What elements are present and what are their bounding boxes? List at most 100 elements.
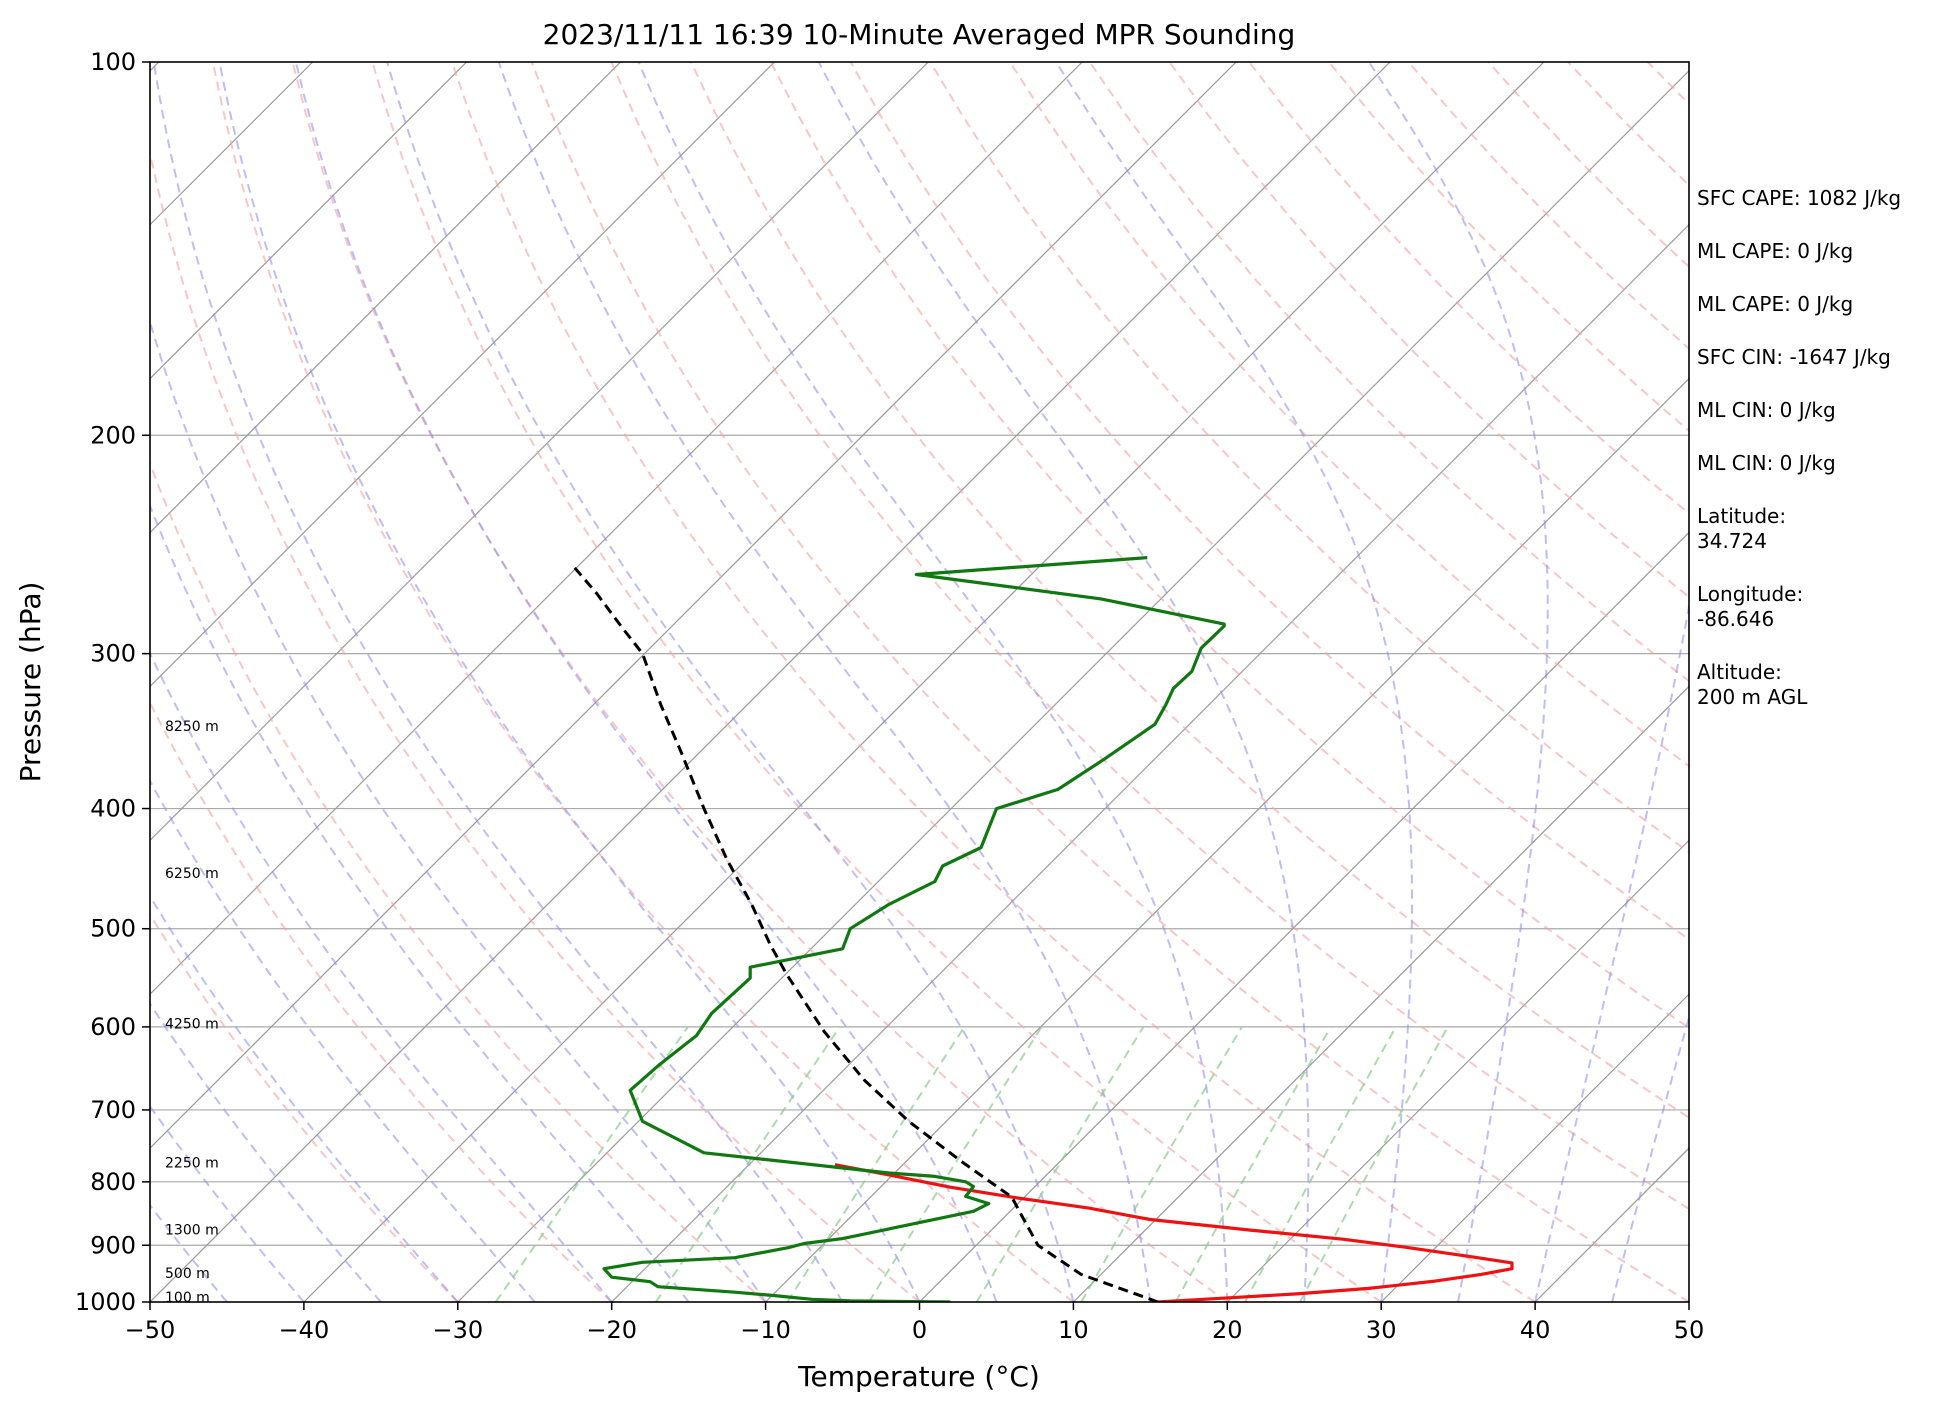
isotherm-line	[0, 62, 5, 1302]
isotherm-line	[611, 223, 1689, 1302]
dry-adiabat-line	[1088, 62, 1689, 683]
isotherm-line	[303, 62, 1545, 1302]
moist-adiabat-line	[1534, 601, 1689, 1302]
height-label: 6250 m	[165, 866, 219, 882]
height-label: 8250 m	[165, 719, 219, 735]
sounding-stats-panel: SFC CAPE: 1082 J/kg ML CAPE: 0 J/kg ML C…	[1697, 186, 1933, 738]
isotherm-line	[150, 62, 775, 688]
moist-adiabat-line	[386, 62, 1075, 1302]
isotherm-line	[150, 62, 621, 534]
y-tick-label: 300	[90, 640, 136, 668]
isotherm-line	[150, 62, 1083, 996]
moist-adiabat-line	[150, 318, 767, 1302]
dry-adiabat-line	[150, 700, 613, 1302]
x-axis-ticks: −50 −40 −30 −20 −10 0 10 20 30 40 50	[125, 1302, 1705, 1344]
isotherm-line	[1072, 685, 1689, 1302]
mixing-ratio-line	[494, 1026, 689, 1302]
x-tick-label: −30	[432, 1316, 483, 1344]
moist-adiabat-line	[150, 503, 690, 1302]
y-tick-label: 200	[90, 421, 136, 449]
moist-adiabat-line	[152, 62, 844, 1302]
height-label: 500 m	[165, 1266, 210, 1282]
moist-adiabat-line	[817, 62, 1310, 1302]
mixing-ratio-line	[868, 1026, 1043, 1302]
moist-adiabat-line	[637, 62, 1229, 1302]
moist-adiabat-line	[1611, 1014, 1689, 1302]
y-axis-label: Pressure (hPa)	[14, 582, 47, 783]
dry-adiabat-line	[150, 912, 459, 1302]
moist-adiabat-line	[497, 62, 1152, 1302]
isotherm-line	[919, 531, 1689, 1302]
mixing-ratio-line	[975, 1026, 1145, 1302]
dry-adiabat-line	[530, 62, 1689, 1302]
moist-adiabat-line	[150, 1203, 228, 1302]
x-tick-label: 30	[1366, 1316, 1397, 1344]
height-label: 100 m	[165, 1290, 210, 1306]
moist-adiabat-line	[218, 62, 921, 1302]
y-tick-label: 900	[90, 1231, 136, 1259]
x-tick-label: −40	[279, 1316, 330, 1344]
dry-adiabat-line	[150, 460, 767, 1302]
x-tick-label: 20	[1212, 1316, 1243, 1344]
plot-frame	[149, 61, 1690, 1303]
temperature-line	[834, 1163, 1514, 1302]
y-tick-label: 700	[90, 1096, 136, 1124]
dry-adiabat-line	[150, 148, 921, 1302]
mixing-ratio-line	[1080, 1026, 1243, 1302]
mixing-ratio-line	[1244, 1026, 1397, 1302]
x-axis-label: Temperature (°C)	[797, 1360, 1040, 1393]
mixing-ratio-line	[655, 1026, 841, 1302]
dry-adiabat-line	[690, 62, 1689, 1119]
dry-adiabat-line	[371, 62, 1382, 1302]
stat-ml-cape: ML CAPE: 0 J/kg	[1697, 239, 1854, 263]
y-axis-ticks: 100 200 300 400 500 600 700 800 900 1000	[75, 48, 150, 1316]
y-tick-label: 800	[90, 1168, 136, 1196]
dry-adiabat-line	[1009, 62, 1689, 768]
x-tick-label: −50	[125, 1316, 176, 1344]
moist-adiabat-line	[150, 1002, 382, 1302]
y-tick-label: 400	[90, 795, 136, 823]
parcel-line	[572, 565, 1159, 1302]
stat-ml-cin-2: ML CIN: 0 J/kg	[1697, 451, 1836, 475]
stat-longitude: Longitude: -86.646	[1697, 582, 1804, 631]
isotherm-line	[150, 62, 468, 380]
stat-latitude: Latitude: 34.724	[1697, 504, 1787, 553]
isotherm-line	[1380, 993, 1689, 1302]
x-tick-label: 50	[1674, 1316, 1705, 1344]
isotherm-line	[765, 377, 1689, 1302]
height-labels: 8250 m 6250 m 4250 m 2250 m 1300 m 500 m 100 m	[165, 719, 219, 1306]
x-tick-label: −10	[740, 1316, 791, 1344]
isotherm-line	[150, 62, 1391, 1302]
dry-adiabat-line	[769, 62, 1689, 1029]
dry-adiabat-line	[610, 62, 1689, 1211]
isotherm-line	[1226, 839, 1689, 1302]
dewpoint-line	[602, 556, 1226, 1302]
stat-sfc-cape: SFC CAPE: 1082 J/kg	[1697, 186, 1902, 210]
x-tick-label: −20	[586, 1316, 637, 1344]
moist-adiabat-line	[1368, 62, 1549, 1302]
x-tick-label: 40	[1520, 1316, 1551, 1344]
isotherm-line	[150, 62, 1237, 1149]
dry-adiabat-line	[1168, 62, 1689, 599]
mixing-ratio-line	[786, 1026, 966, 1302]
isotherm-line	[457, 69, 1689, 1302]
dry-adiabat-line	[451, 62, 1536, 1302]
background-lines	[0, 62, 1689, 1302]
stat-ml-cape-2: ML CAPE: 0 J/kg	[1697, 292, 1854, 316]
height-label: 2250 m	[165, 1156, 219, 1172]
moist-adiabat-line	[1055, 62, 1413, 1302]
y-tick-label: 100	[90, 48, 136, 76]
height-label: 1300 m	[165, 1222, 219, 1238]
mixing-ratio-line	[1174, 1026, 1332, 1302]
x-tick-label: 0	[912, 1316, 927, 1344]
stat-sfc-cin: SFC CIN: -1647 J/kg	[1697, 345, 1891, 369]
moist-adiabat-line	[150, 1104, 305, 1302]
moist-adiabat-line	[150, 894, 459, 1302]
mixing-ratio-line	[1299, 1026, 1449, 1302]
chart-title: 2023/11/11 16:39 10-Minute Averaged MPR …	[543, 18, 1296, 51]
isotherm-line	[150, 62, 929, 842]
moist-adiabat-line	[295, 62, 998, 1302]
height-label: 4250 m	[165, 1016, 219, 1032]
stat-ml-cin: ML CIN: 0 J/kg	[1697, 398, 1836, 422]
